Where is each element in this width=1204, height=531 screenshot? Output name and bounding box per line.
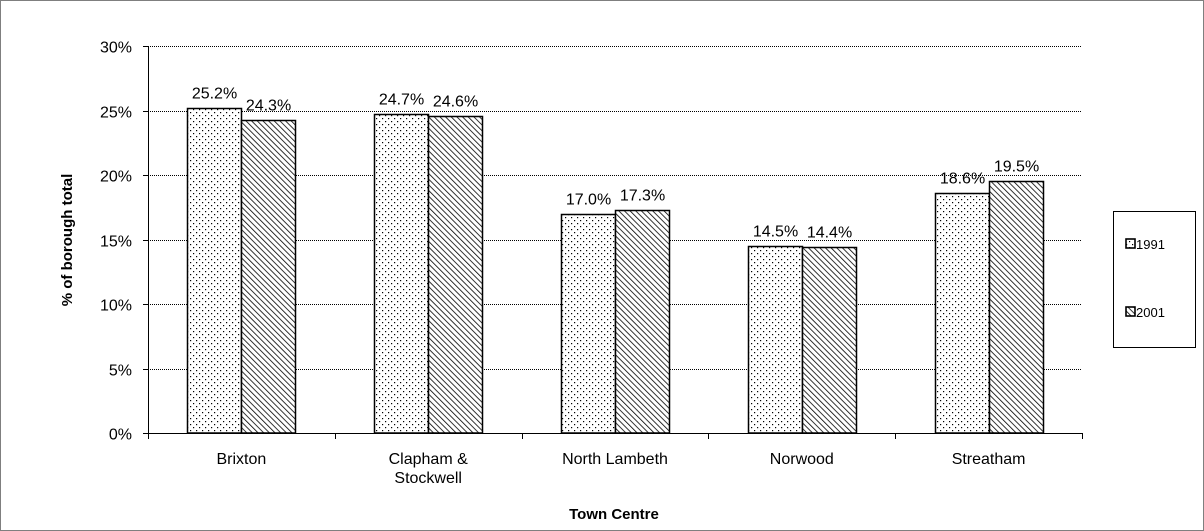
bars — [186, 107, 1045, 434]
data-label-1991: 14.5% — [753, 224, 798, 241]
bar-2001 — [427, 115, 484, 434]
data-label-2001: 19.5% — [994, 159, 1039, 176]
data-label-2001: 17.3% — [620, 188, 665, 205]
x-tick-label: Streatham — [952, 451, 1026, 468]
y-tick-label: 10% — [100, 298, 132, 315]
y-tick-label: 20% — [100, 169, 132, 186]
bar-1991 — [373, 113, 430, 434]
axes: 0% 5% 10% 15% 20% 25% 30% Brixton Clapham & Stock… — [100, 40, 1083, 487]
data-label-2001: 14.4% — [807, 225, 852, 242]
bar-2001 — [988, 180, 1045, 434]
legend-label-1991: 1991 — [1136, 237, 1165, 252]
x-tick-label: Norwood — [770, 451, 834, 468]
legend-label-2001: 2001 — [1136, 305, 1165, 320]
data-label-1991: 25.2% — [192, 86, 237, 103]
legend: 1991 2001 — [1113, 211, 1196, 348]
x-axis-title: Town Centre — [569, 506, 659, 523]
bar-1991 — [934, 192, 991, 434]
bar-1991 — [747, 245, 804, 434]
bar-2001 — [801, 246, 858, 434]
bar-2001 — [614, 209, 671, 434]
legend-swatch-2001 — [1125, 306, 1136, 317]
bar-2001 — [240, 119, 297, 434]
y-tick-label: 30% — [100, 40, 132, 57]
bar-1991 — [560, 213, 617, 434]
legend-frame — [1113, 211, 1196, 348]
y-tick-label: 0% — [109, 427, 132, 444]
y-tick-label: 15% — [100, 234, 132, 251]
y-tick-label: 25% — [100, 105, 132, 122]
bar-1991 — [186, 107, 243, 434]
legend-swatch-1991 — [1125, 238, 1136, 249]
y-axis-title: % of borough total — [59, 174, 76, 306]
x-tick-label: North Lambeth — [562, 451, 668, 468]
data-label-1991: 18.6% — [940, 171, 985, 188]
x-tick-label: Brixton — [217, 451, 267, 468]
data-labels: 25.2% 24.3% 24.7% 24.6% 17.0% 17.3% 14.5% 14.4%… — [192, 86, 1039, 242]
data-label-1991: 24.7% — [379, 92, 424, 109]
x-tick-label: Clapham & Stockwell — [389, 451, 468, 487]
data-label-2001: 24.3% — [246, 98, 291, 115]
y-tick-label: 5% — [109, 363, 132, 380]
data-label-1991: 17.0% — [566, 192, 611, 209]
data-label-2001: 24.6% — [433, 94, 478, 111]
